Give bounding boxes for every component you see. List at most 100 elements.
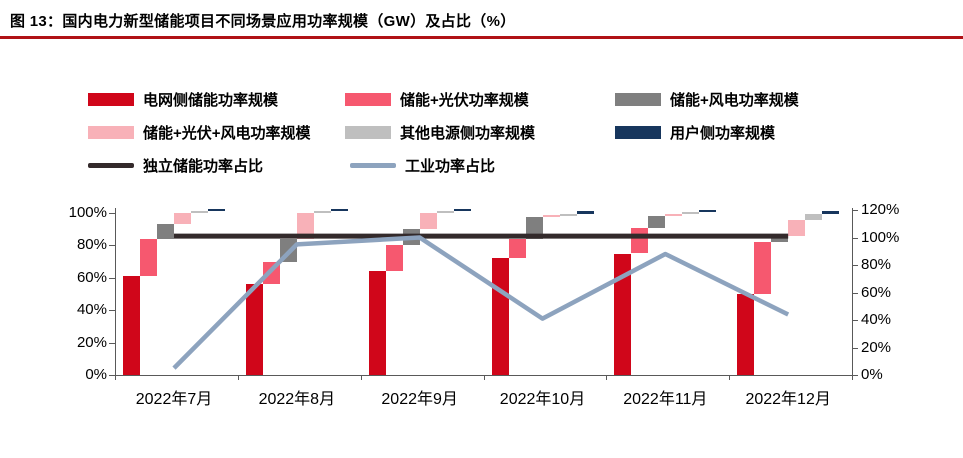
- bar-segment-6: [330, 208, 348, 212]
- legend-item: 用户侧功率规模: [615, 123, 776, 142]
- bar-segment-3: [648, 216, 666, 229]
- legend-swatch-storage-pv-wind-icon: [88, 125, 134, 139]
- legend-swatch-storage-pv-icon: [345, 92, 391, 106]
- bar-segment-3: [771, 235, 789, 243]
- legend-item: 储能+风电功率规模: [615, 90, 799, 109]
- legend-swatch-other-source-icon: [345, 125, 391, 139]
- bar-segment-6: [576, 211, 594, 214]
- bar-segment-5: [682, 212, 700, 215]
- bar-segment-5: [559, 213, 577, 216]
- bar-segment-1: [245, 284, 263, 375]
- x-axis-tick: [115, 375, 116, 380]
- legend-label: 其他电源侧功率规模: [400, 124, 536, 142]
- y-axis-right-label: 0%: [861, 366, 883, 383]
- y-axis-right-label: 20%: [861, 338, 892, 356]
- bar-segment-4: [788, 220, 806, 236]
- legend-item: 电网侧储能功率规模: [88, 90, 279, 109]
- y-axis-left-label: 100%: [68, 204, 107, 221]
- bar-segment-6: [699, 209, 717, 213]
- bar-segment-2: [754, 242, 772, 294]
- y-axis-right-label: 60%: [861, 283, 892, 301]
- y-axis-left-tick: [109, 213, 115, 214]
- legend-item: 储能+光伏+风电功率规模: [88, 123, 311, 142]
- title-underline: [0, 36, 963, 39]
- x-axis-tick: [729, 375, 731, 380]
- y-axis-left-label: 80%: [76, 236, 107, 254]
- y-axis-right: [852, 208, 853, 375]
- legend-label: 储能+光伏功率规模: [400, 91, 529, 109]
- y-axis-right-label: 120%: [861, 201, 900, 218]
- y-axis-left: [115, 208, 116, 375]
- y-axis-right-label: 100%: [861, 228, 900, 246]
- bar-segment-2: [385, 245, 403, 272]
- legend-item: 独立储能功率占比: [88, 156, 264, 175]
- y-axis-right-tick: [852, 320, 858, 321]
- bar-segment-2: [508, 238, 526, 259]
- y-axis-left-tick: [109, 277, 115, 279]
- y-axis-right-label: 40%: [861, 311, 892, 328]
- legend-swatch-industry-line-icon: [350, 162, 396, 168]
- y-axis-left-tick: [109, 342, 115, 344]
- bar-segment-5: [436, 211, 454, 214]
- figure-title: 图 13：国内电力新型储能项目不同场景应用功率规模（GW）及占比（%）: [10, 13, 516, 30]
- legend-label: 储能+风电功率规模: [670, 91, 799, 109]
- y-axis-right-tick: [852, 292, 858, 294]
- legend-swatch-user-side-icon: [615, 125, 661, 139]
- x-axis-label: 2022年12月: [745, 391, 831, 408]
- bar-segment-1: [614, 253, 632, 375]
- bar-segment-6: [453, 208, 471, 212]
- bar-segment-4: [665, 213, 683, 217]
- legend-label: 工业功率占比: [405, 157, 496, 175]
- bar-segment-6: [208, 208, 225, 212]
- bar-segment-4: [174, 213, 191, 225]
- legend-swatch-independent-storage-line-icon: [88, 162, 134, 168]
- y-axis-left-label: 40%: [76, 301, 107, 319]
- x-axis-label: 2022年11月: [623, 391, 708, 408]
- bar-segment-3: [525, 217, 543, 239]
- bar-segment-4: [296, 213, 314, 239]
- y-axis-right-tick: [852, 237, 858, 239]
- bar-segment-1: [123, 276, 140, 375]
- y-axis-left-label: 20%: [76, 333, 107, 351]
- y-axis-left-label: 60%: [76, 268, 107, 286]
- bar-segment-1: [737, 294, 755, 375]
- y-axis-right-tick: [852, 265, 858, 266]
- y-axis-right-tick: [852, 347, 858, 349]
- legend-label: 储能+光伏+风电功率规模: [143, 124, 311, 142]
- x-axis-tick: [606, 375, 608, 380]
- y-axis-right-label: 80%: [861, 256, 892, 273]
- legend-swatch-grid-side-icon: [88, 92, 134, 106]
- bar-segment-4: [542, 215, 560, 218]
- chart-plot: 0% 20% 40% 60% 80% 100% 0% 20% 40% 60% 80% 100% 120%…: [69, 201, 900, 408]
- legend-label: 独立储能功率占比: [143, 157, 264, 175]
- y-axis-right-tick: [852, 210, 858, 211]
- legend-item: 储能+光伏功率规模: [345, 90, 529, 109]
- bar-segment-3: [157, 224, 174, 239]
- x-axis-label: 2022年7月: [135, 391, 213, 408]
- bar-segment-6: [822, 211, 840, 214]
- y-axis-left-label: 0%: [85, 366, 107, 383]
- bar-segment-5: [805, 213, 823, 221]
- x-axis-label: 2022年9月: [381, 391, 458, 408]
- x-axis-label: 2022年10月: [499, 391, 586, 408]
- x-axis-tick: [237, 375, 239, 380]
- legend-swatch-storage-wind-icon: [615, 92, 661, 106]
- legend-item: 工业功率占比: [350, 156, 496, 175]
- bar-segment-1: [368, 271, 386, 375]
- bar-segment-5: [191, 211, 208, 214]
- y-axis-left-tick: [109, 245, 115, 247]
- x-axis-label: 2022年8月: [258, 391, 336, 408]
- x-axis-tick: [852, 375, 853, 380]
- bar-segment-4: [419, 213, 437, 230]
- legend-label: 电网侧储能功率规模: [143, 91, 279, 109]
- legend-label: 用户侧功率规模: [670, 124, 776, 142]
- x-axis-tick: [483, 375, 485, 380]
- line-series-layer: [172, 233, 790, 370]
- legend-item: 其他电源侧功率规模: [345, 123, 536, 142]
- bar-segment-2: [140, 238, 157, 277]
- bar-segment-5: [313, 211, 331, 214]
- x-axis-tick: [360, 375, 362, 380]
- y-axis-left-tick: [109, 375, 115, 376]
- y-axis-right-tick: [852, 375, 858, 376]
